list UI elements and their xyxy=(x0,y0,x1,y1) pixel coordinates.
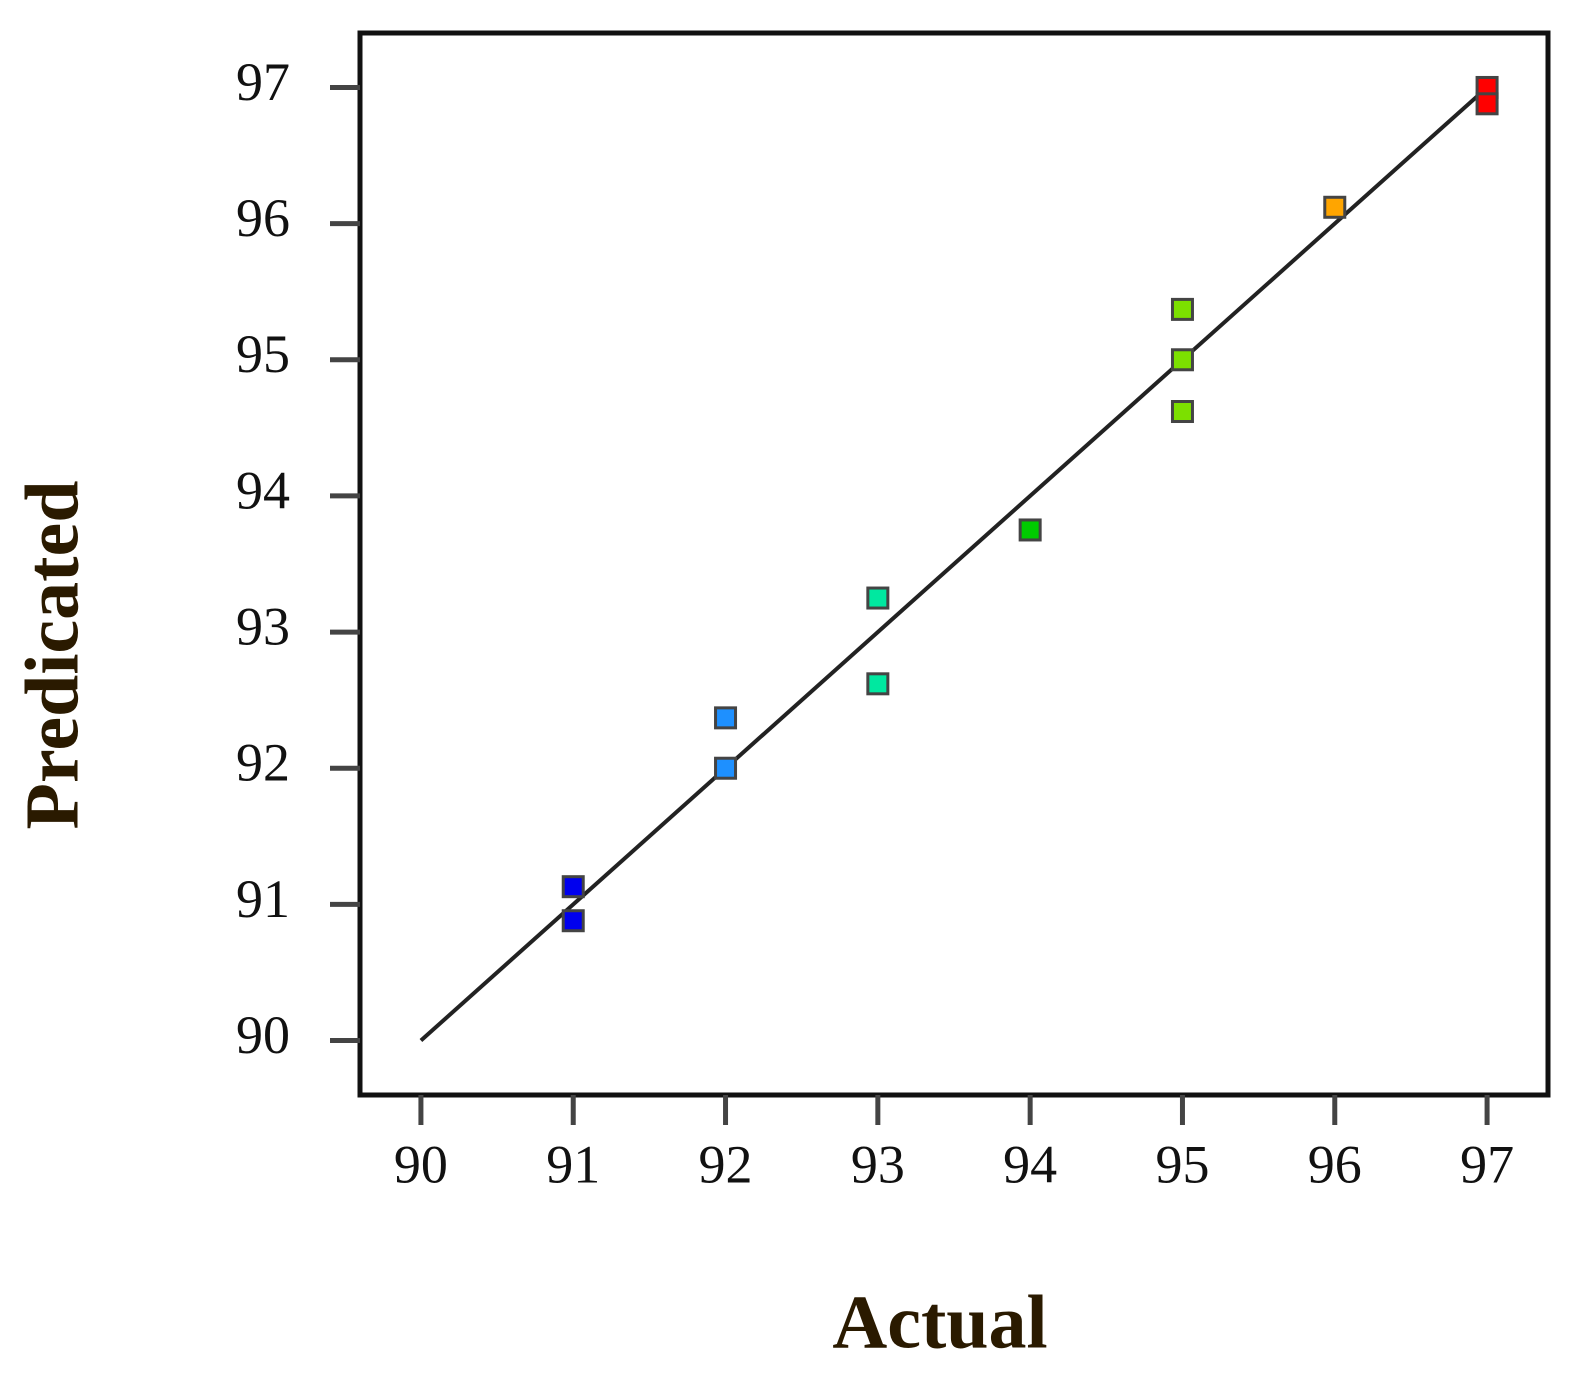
y-tick-label: 95 xyxy=(236,324,290,384)
x-tick-label: 95 xyxy=(1155,1134,1209,1194)
point xyxy=(866,672,890,696)
point xyxy=(714,706,738,730)
point xyxy=(1475,92,1499,116)
point xyxy=(714,756,738,780)
y-tick-label: 96 xyxy=(236,188,290,248)
point xyxy=(561,875,585,899)
point xyxy=(561,909,585,933)
x-tick-label: 92 xyxy=(699,1134,753,1194)
fit-line xyxy=(419,85,1489,1043)
plot-frame xyxy=(357,30,1551,1098)
y-tick-label: 90 xyxy=(236,1005,290,1065)
point xyxy=(1018,518,1042,542)
x-axis-title: Actual xyxy=(832,1280,1047,1364)
x-tick-label: 91 xyxy=(546,1134,600,1194)
point xyxy=(866,586,890,610)
point xyxy=(1170,348,1194,372)
y-tick-label: 94 xyxy=(236,460,290,520)
y-tick-label: 97 xyxy=(236,52,290,112)
point xyxy=(1170,297,1194,321)
point xyxy=(1323,195,1347,219)
y-tick-label: 93 xyxy=(236,596,290,656)
x-tick-label: 93 xyxy=(851,1134,905,1194)
x-tick-label: 90 xyxy=(394,1134,448,1194)
x-tick-label: 97 xyxy=(1460,1134,1514,1194)
y-axis-title: Predicated xyxy=(10,481,94,830)
x-tick-label: 94 xyxy=(1003,1134,1057,1194)
x-tick-label: 96 xyxy=(1308,1134,1362,1194)
y-tick-label: 91 xyxy=(236,869,290,929)
y-tick-label: 92 xyxy=(236,733,290,793)
point xyxy=(1170,400,1194,424)
